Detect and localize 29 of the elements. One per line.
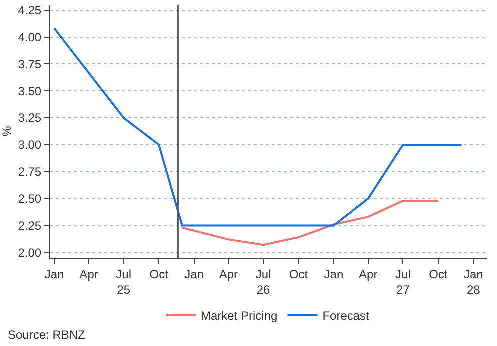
x-tick-label: Oct [429,267,448,282]
y-tick-label: 3.75 [18,57,42,72]
line-series [181,200,440,246]
x-tick-label: Oct [150,267,170,282]
x-tick-label: Jan [44,267,64,282]
y-tick-label: 3.00 [18,138,42,152]
y-tick-label: 3.50 [18,84,42,98]
x-tick-label: Jul 26 [256,267,272,297]
source-note: Source: RBNZ [8,328,86,342]
x-tick-label: Oct [289,267,309,282]
x-tick-label: Jan [184,267,204,282]
x-tick-label: Jul 25 [116,267,132,297]
y-tick-label: 2.00 [18,246,42,260]
y-tick-label: 2.25 [18,218,42,233]
x-tick-label: Apr [359,267,378,282]
x-tick-label: Jul 27 [396,267,411,297]
legend-label: Market Pricing [201,309,278,324]
y-tick-label: 4.25 [18,4,42,18]
y-tick-label: 3.25 [18,111,42,126]
line-series [54,28,463,227]
x-tick-label: Apr [80,267,98,282]
y-tick-label: 2.50 [18,192,42,206]
legend-label: Forecast [322,309,370,324]
y-tick-label: 2.75 [18,165,42,180]
y-axis-title: % [0,126,14,137]
y-tick-label: 4.00 [18,30,42,44]
x-tick-label: Jan [324,267,344,282]
x-tick-label: Jan 28 [464,267,484,297]
x-tick-label: Apr [219,267,238,282]
